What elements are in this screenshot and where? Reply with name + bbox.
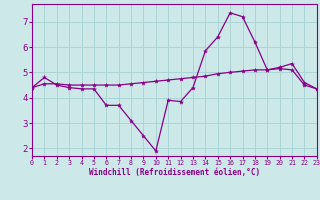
X-axis label: Windchill (Refroidissement éolien,°C): Windchill (Refroidissement éolien,°C) [89, 168, 260, 177]
